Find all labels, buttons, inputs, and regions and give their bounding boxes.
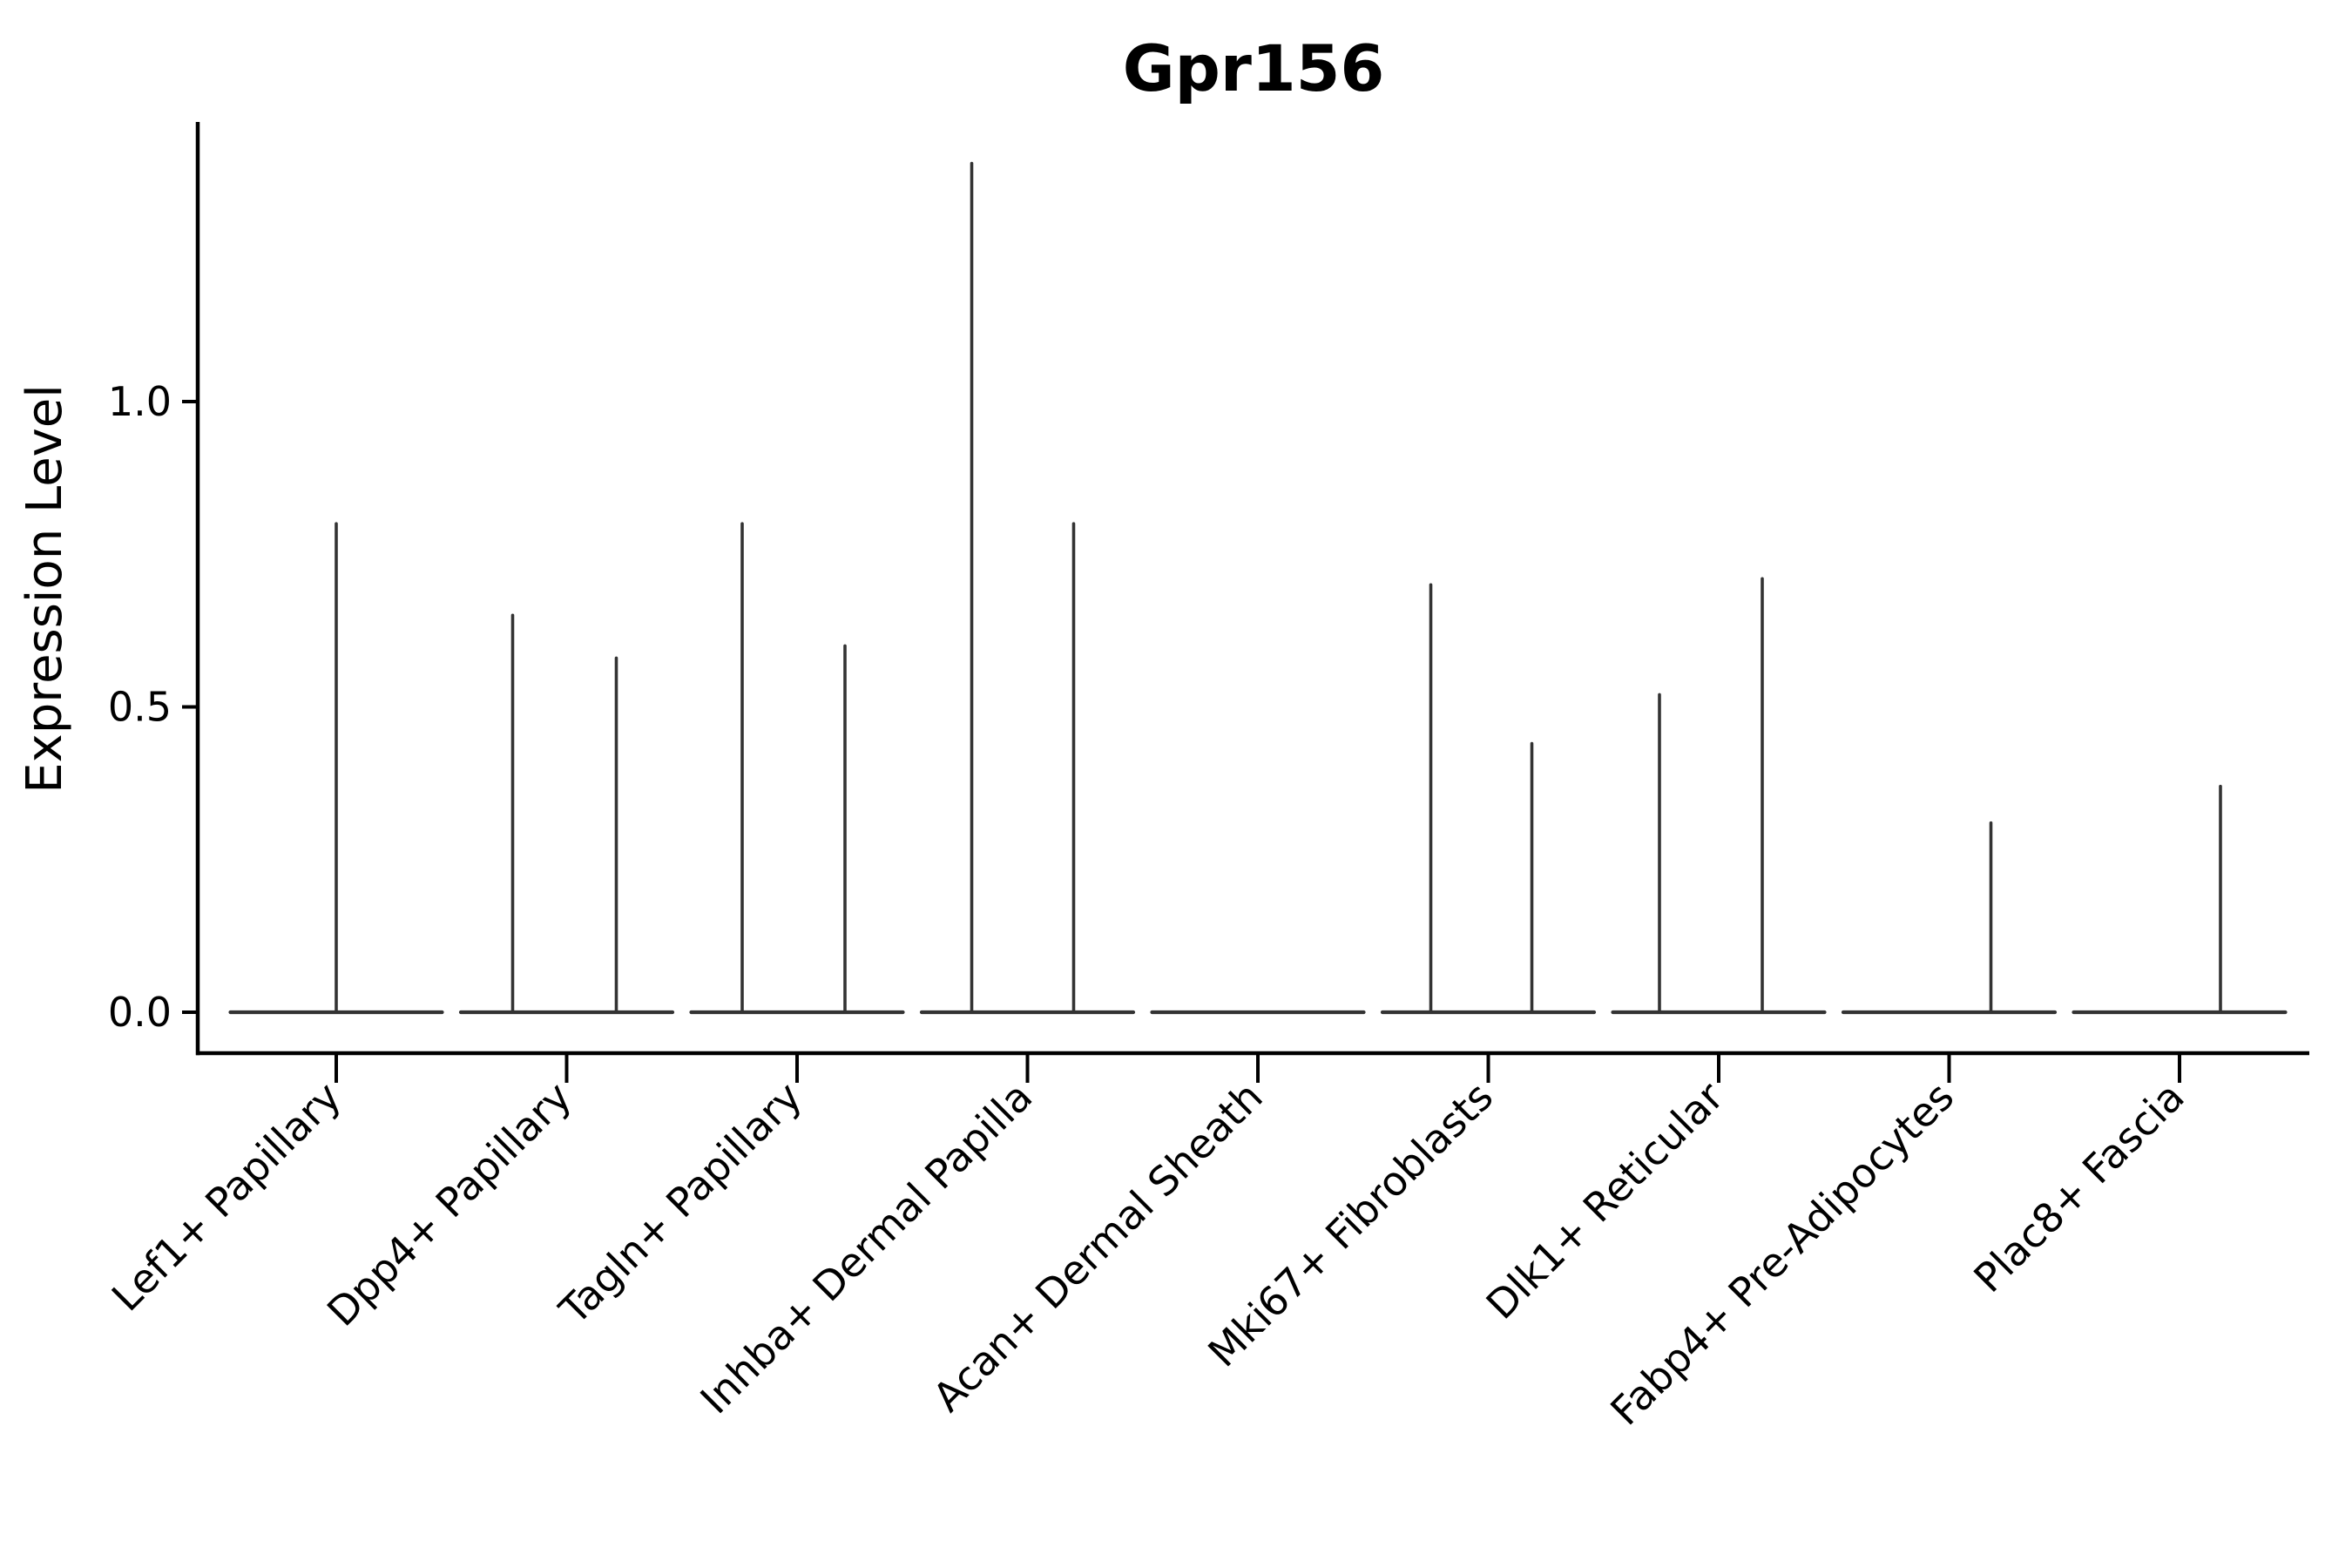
x-tick-label: Lef1+ Papillary bbox=[103, 1073, 350, 1321]
x-tick-label: Plac8+ Fascia bbox=[1964, 1073, 2193, 1301]
violin-bodies bbox=[228, 161, 2288, 1015]
chart-title: Gpr156 bbox=[1123, 32, 1385, 106]
y-axis-ticks: 0.0 0.5 1.0 bbox=[108, 378, 198, 1036]
y-tick-label: 1.0 bbox=[108, 378, 172, 425]
x-tick-label: Tagln+ Papillary bbox=[550, 1073, 811, 1335]
y-axis-label: Expression Level bbox=[17, 384, 73, 794]
x-tick-label: Dlk1+ Reticular bbox=[1477, 1073, 1733, 1328]
axes-spines bbox=[195, 122, 2309, 1056]
x-tick-label: Dpp4+ Papillary bbox=[318, 1073, 580, 1335]
y-tick-label: 0.0 bbox=[108, 989, 172, 1036]
y-tick-label: 0.5 bbox=[108, 684, 172, 731]
